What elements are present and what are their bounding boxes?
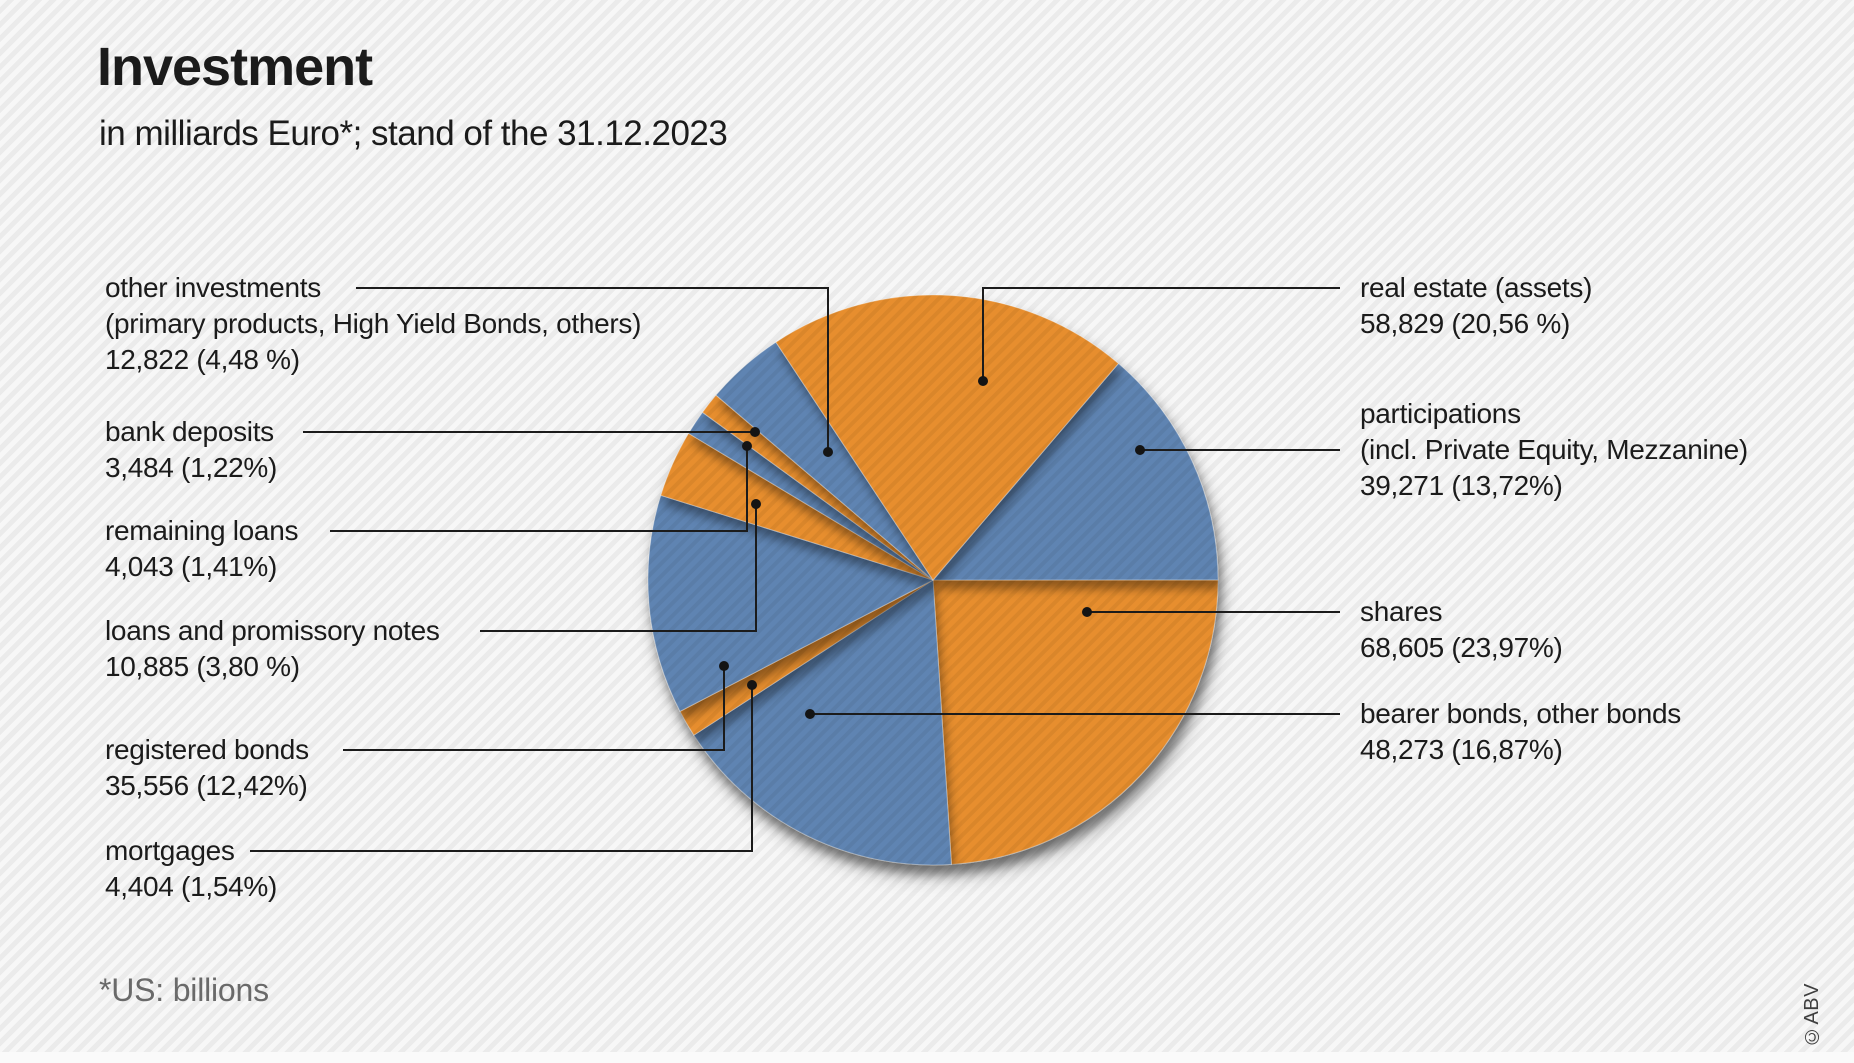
leader-real-estate [982,287,1340,381]
slice-participations [931,362,1219,581]
leader-loans-promissory [480,504,757,632]
leader-remaining-loans [330,446,748,532]
page-title: Investment [97,37,373,97]
bottom-margin [0,1052,1854,1063]
footnote: *US: billions [99,972,269,1008]
pie-slices [647,294,1219,866]
leader-dot-loans-promissory [751,499,761,509]
leader-lines [250,287,1340,852]
leader-registered-bonds [343,666,725,751]
leader-dot-real-estate [978,376,988,386]
page-subtitle: in milliards Euro*; stand of the 31.12.2… [99,114,728,153]
leader-dot-bank-deposits [750,427,760,437]
slice-shares [932,579,1219,865]
copyright: ©ABV [1801,982,1823,1047]
leader-dot-shares [1082,607,1092,617]
slice-bearer-bonds [693,579,952,866]
leader-dot-bearer-bonds [805,709,815,719]
leader-mortgages [250,685,753,852]
leader-dot-registered-bonds [719,661,729,671]
leader-dot-participations [1135,445,1145,455]
leader-dot-mortgages [747,680,757,690]
slice-registered-bonds [647,494,935,712]
leader-dot-remaining-loans [742,441,752,451]
leader-dot-other-investments [823,447,833,457]
leader-other-investments [356,287,829,452]
slice-real-estate [775,294,1120,581]
